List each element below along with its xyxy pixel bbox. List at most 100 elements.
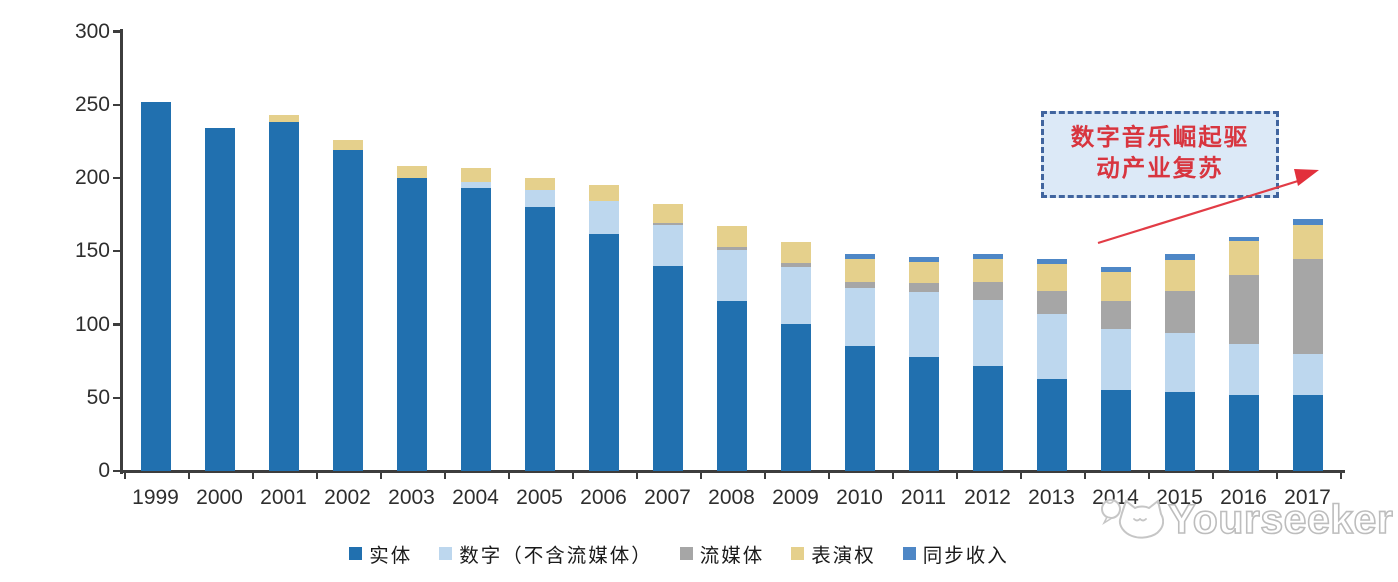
segment-performance-rights-2012 (972, 258, 1003, 283)
segment-physical-2012 (972, 365, 1003, 471)
segment-physical-2011 (908, 356, 939, 471)
x-axis-tick-mark (379, 471, 382, 479)
segment-digital-excl-streaming-2010 (844, 287, 875, 347)
y-axis-tick-label-50: 50 (86, 385, 110, 409)
x-axis-label-2016: 2016 (1220, 486, 1267, 509)
segment-streaming-2008 (716, 246, 747, 250)
x-axis-label-2012: 2012 (964, 486, 1011, 509)
segment-performance-rights-2007 (652, 204, 683, 224)
legend-swatch-performance-rights (791, 547, 805, 560)
y-axis-tick-mark (113, 396, 121, 399)
segment-performance-rights-2016 (1228, 241, 1259, 275)
x-axis-label-2006: 2006 (580, 486, 627, 509)
chart-legend: 实体 数字（不含流媒体） 流媒体 表演权 同步收入 (0, 539, 1358, 568)
x-axis-tick-mark (315, 471, 318, 479)
x-axis-tick-mark (1275, 471, 1278, 479)
segment-performance-rights-2017 (1292, 224, 1323, 259)
segment-physical-2008 (716, 301, 747, 471)
segment-sync-revenue-2017 (1292, 219, 1323, 225)
segment-sync-revenue-2013 (1036, 258, 1067, 265)
segment-digital-excl-streaming-2004 (460, 182, 491, 189)
x-axis-tick-mark (635, 471, 638, 479)
segment-streaming-2017 (1292, 258, 1323, 354)
y-axis-tick-mark (113, 30, 121, 33)
x-axis-tick-mark (1339, 471, 1342, 479)
segment-physical-2000 (204, 128, 235, 471)
segment-physical-2015 (1164, 391, 1195, 471)
x-axis-label-2014: 2014 (1092, 486, 1139, 509)
x-axis-tick-mark (1211, 471, 1214, 479)
segment-performance-rights-2010 (844, 258, 875, 283)
legend-item-sync-revenue: 同步收入 (902, 539, 1009, 568)
x-axis-tick-mark (1019, 471, 1022, 479)
bar-2001 (268, 115, 299, 471)
segment-sync-revenue-2012 (972, 254, 1003, 259)
x-axis-tick-mark (1147, 471, 1150, 479)
segment-streaming-2010 (844, 282, 875, 288)
segment-physical-2002 (332, 150, 363, 471)
segment-performance-rights-2013 (1036, 264, 1067, 291)
legend-item-performance-rights: 表演权 (791, 539, 876, 568)
segment-physical-2004 (460, 188, 491, 471)
segment-streaming-2011 (908, 283, 939, 293)
x-axis-label-2015: 2015 (1156, 486, 1203, 509)
legend-swatch-sync-revenue (902, 547, 916, 560)
segment-physical-2007 (652, 265, 683, 471)
segment-streaming-2013 (1036, 290, 1067, 315)
segment-physical-2014 (1100, 390, 1131, 471)
y-axis-tick-label-150: 150 (74, 239, 110, 263)
bar-2010 (844, 254, 875, 471)
segment-sync-revenue-2015 (1164, 254, 1195, 261)
bar-2015 (1164, 254, 1195, 471)
bar-2007 (652, 204, 683, 471)
y-axis-tick-mark (113, 250, 121, 253)
annotation-text-line1: 数字音乐崛起驱 (1070, 125, 1250, 151)
x-axis-label-2010: 2010 (836, 486, 883, 509)
y-axis-tick-mark (113, 469, 121, 473)
x-axis-label-2003: 2003 (388, 486, 435, 509)
x-axis-tick-mark (763, 471, 766, 479)
segment-digital-excl-streaming-2009 (780, 267, 811, 325)
segment-performance-rights-2005 (524, 178, 555, 190)
bar-2012 (972, 254, 1003, 471)
x-axis-line (120, 470, 1345, 473)
y-axis-tick-label-100: 100 (74, 312, 110, 336)
x-axis-label-2000: 2000 (196, 486, 243, 509)
segment-digital-excl-streaming-2014 (1100, 328, 1131, 391)
y-axis-tick-label-200: 200 (74, 166, 110, 189)
segment-physical-2003 (396, 178, 427, 471)
x-axis-tick-mark (443, 471, 446, 479)
bar-2016 (1228, 236, 1259, 471)
segment-physical-2001 (268, 122, 299, 471)
legend-label-performance-rights: 表演权 (811, 546, 876, 567)
y-axis-line (120, 29, 123, 474)
legend-label-streaming: 流媒体 (699, 546, 765, 567)
annotation-text-line2: 动产业复苏 (1096, 156, 1224, 182)
segment-streaming-2012 (972, 282, 1003, 300)
x-axis-tick-mark (1083, 471, 1086, 479)
bar-2011 (908, 257, 939, 471)
bar-2013 (1036, 258, 1067, 471)
bar-2005 (524, 178, 555, 471)
x-axis-label-2011: 2011 (900, 486, 947, 509)
segment-streaming-2014 (1100, 301, 1131, 329)
segment-streaming-2009 (780, 262, 811, 268)
segment-physical-2009 (780, 324, 811, 471)
x-axis-label-2013: 2013 (1028, 486, 1075, 509)
segment-digital-excl-streaming-2016 (1228, 343, 1259, 395)
x-axis-label-2001: 2001 (260, 486, 307, 509)
y-axis-tick-label-250: 250 (74, 92, 110, 116)
bar-2008 (716, 226, 747, 471)
legend-item-digital-excl-streaming: 数字（不含流媒体） (439, 539, 653, 568)
bar-1999 (140, 101, 171, 471)
segment-streaming-2016 (1228, 274, 1259, 344)
segment-performance-rights-2014 (1100, 271, 1131, 302)
x-axis-label-1999: 1999 (132, 486, 179, 509)
bar-2002 (332, 139, 363, 471)
segment-digital-excl-streaming-2005 (524, 189, 555, 208)
x-axis-tick-mark (507, 471, 510, 479)
legend-label-physical: 实体 (369, 546, 413, 567)
x-axis-tick-mark (123, 471, 126, 479)
segment-performance-rights-2006 (588, 185, 619, 202)
